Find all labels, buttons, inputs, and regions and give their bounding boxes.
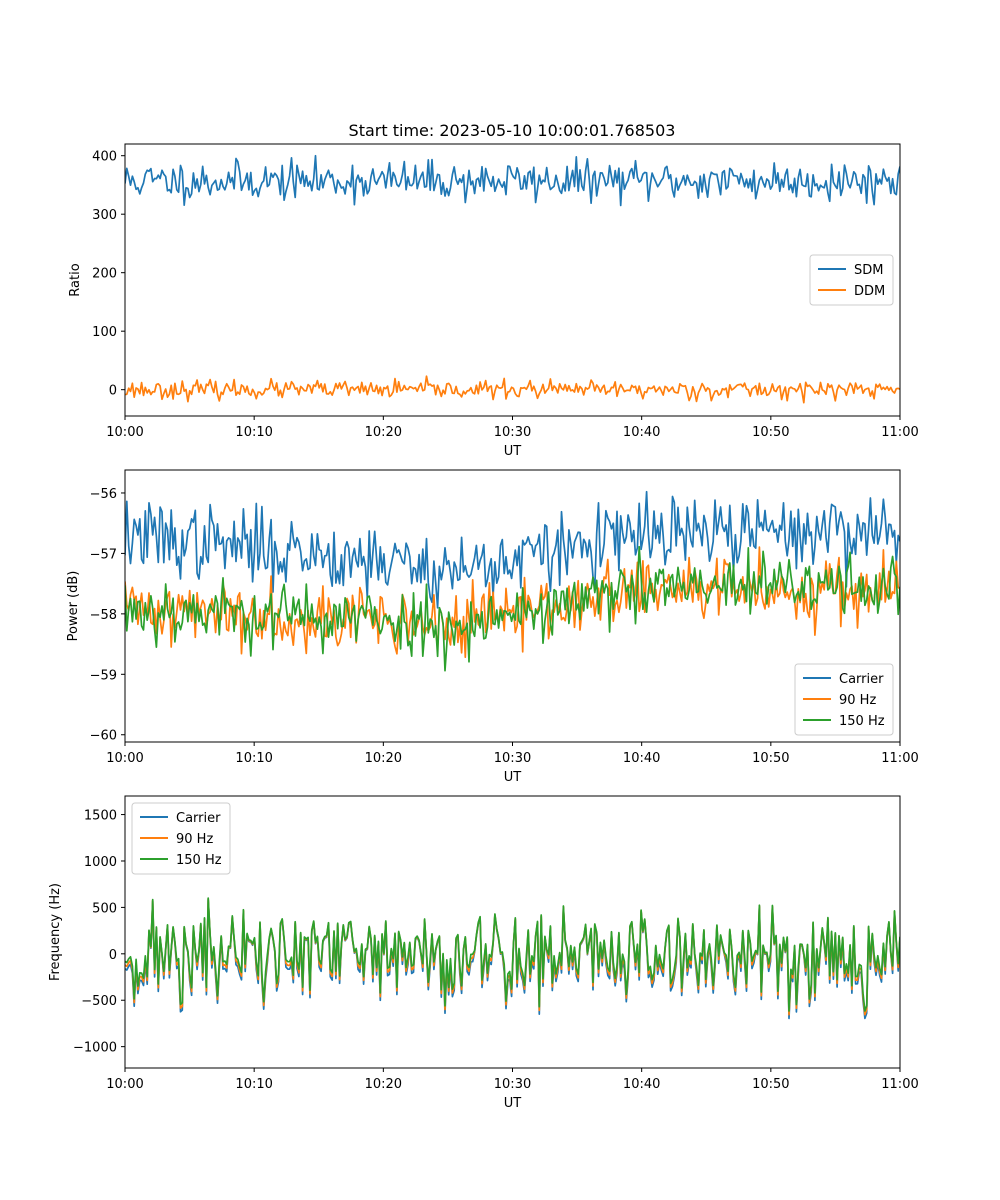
legend-entry: 150 Hz bbox=[176, 853, 222, 868]
legend-entry: Carrier bbox=[839, 672, 884, 687]
legend-entry: 90 Hz bbox=[839, 693, 876, 708]
x-tick-label: 10:00 bbox=[106, 1077, 143, 1092]
x-tick-label: 11:00 bbox=[881, 1077, 918, 1092]
y-axis-label: Frequency (Hz) bbox=[48, 883, 63, 981]
x-tick-label: 10:10 bbox=[235, 751, 272, 766]
y-tick-label: −60 bbox=[90, 729, 117, 744]
panel-1: 10:00 10:10 10:20 10:30 10:40 10:50 11:00 UT 0 10… bbox=[68, 143, 919, 459]
series-line-150-hz bbox=[125, 897, 900, 1012]
y-tick-label: −58 bbox=[90, 608, 117, 623]
x-axis-label: UT bbox=[504, 1096, 522, 1111]
y-tick-label: 0 bbox=[109, 948, 117, 963]
x-tick-label: 10:50 bbox=[752, 1077, 789, 1092]
x-tick-label: 10:00 bbox=[106, 751, 143, 766]
series-group bbox=[125, 897, 900, 1020]
series-group bbox=[125, 154, 900, 404]
y-axis-label: Power (dB) bbox=[66, 571, 81, 642]
y-tick-label: 500 bbox=[92, 901, 117, 916]
legend: Carrier 90 Hz 150 Hz bbox=[794, 663, 894, 736]
y-tick-label: −59 bbox=[90, 668, 117, 683]
x-tick-label: 10:50 bbox=[752, 425, 789, 440]
legend-box bbox=[809, 254, 894, 306]
x-tick-label: 10:50 bbox=[752, 751, 789, 766]
series-line-sdm bbox=[125, 154, 900, 207]
y-tick-label: 1000 bbox=[84, 855, 117, 870]
panels: 10:00 10:10 10:20 10:30 10:40 10:50 11:00UT010… bbox=[48, 143, 919, 1111]
legend-entry: 90 Hz bbox=[176, 832, 213, 847]
y-tick-label: 200 bbox=[92, 267, 117, 282]
x-tick-label: 10:40 bbox=[623, 1077, 660, 1092]
figure-title: Start time: 2023-05-10 10:00:01.768503 bbox=[349, 121, 676, 140]
panel-2: 10:00 10:10 10:20 10:30 10:40 10:50 11:00 UT −60… bbox=[66, 469, 919, 785]
x-tick-label: 11:00 bbox=[881, 425, 918, 440]
y-tick-label: −57 bbox=[90, 547, 117, 562]
legend: Carrier 90 Hz 150 Hz bbox=[131, 802, 231, 875]
legend-entry: 150 Hz bbox=[839, 714, 885, 729]
x-axis-label: UT bbox=[504, 444, 522, 459]
x-tick-label: 11:00 bbox=[881, 751, 918, 766]
y-tick-label: 1500 bbox=[84, 809, 117, 824]
x-tick-label: 10:40 bbox=[623, 751, 660, 766]
x-tick-label: 10:10 bbox=[235, 1077, 272, 1092]
series-line-carrier bbox=[125, 490, 900, 609]
x-tick-label: 10:30 bbox=[494, 1077, 531, 1092]
series-line-ddm bbox=[125, 375, 900, 404]
y-tick-label: −1000 bbox=[73, 1041, 117, 1056]
x-tick-label: 10:30 bbox=[494, 425, 531, 440]
x-tick-label: 10:20 bbox=[365, 1077, 402, 1092]
legend-entry: DDM bbox=[854, 284, 885, 299]
y-tick-label: 100 bbox=[92, 325, 117, 340]
x-tick-label: 10:00 bbox=[106, 425, 143, 440]
x-tick-label: 10:20 bbox=[365, 425, 402, 440]
legend-box bbox=[131, 802, 231, 875]
y-axis-label: Ratio bbox=[68, 263, 83, 296]
legend-entry: Carrier bbox=[176, 811, 221, 826]
series-line-150-hz bbox=[125, 545, 900, 672]
legend-entry: SDM bbox=[854, 263, 883, 278]
y-tick-label: −56 bbox=[90, 487, 117, 502]
series-group bbox=[125, 490, 900, 672]
panel-3: 10:00 10:10 10:20 10:30 10:40 10:50 11:00 UT −10… bbox=[48, 795, 919, 1111]
x-tick-label: 10:30 bbox=[494, 751, 531, 766]
x-axis-label: UT bbox=[504, 770, 522, 785]
x-tick-label: 10:20 bbox=[365, 751, 402, 766]
y-tick-label: 400 bbox=[92, 150, 117, 165]
legend-box bbox=[794, 663, 894, 736]
x-tick-label: 10:40 bbox=[623, 425, 660, 440]
y-tick-label: 300 bbox=[92, 208, 117, 223]
y-tick-label: −500 bbox=[81, 994, 117, 1009]
legend: SDM DDM bbox=[809, 254, 894, 306]
x-tick-label: 10:10 bbox=[235, 425, 272, 440]
y-tick-label: 0 bbox=[109, 384, 117, 399]
